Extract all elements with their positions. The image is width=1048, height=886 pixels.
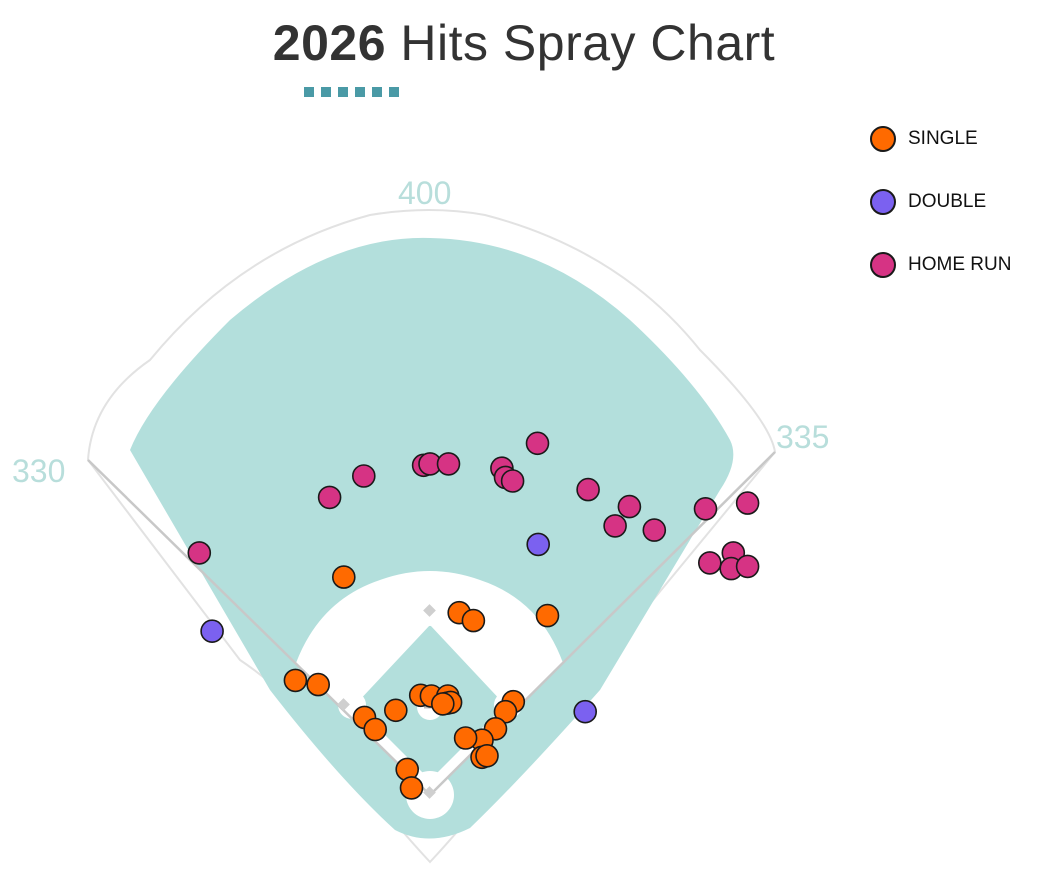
title-underline	[304, 84, 416, 97]
legend-item-home_run: HOME RUN	[870, 248, 1011, 282]
hit-point-home-run	[603, 514, 627, 538]
hit-point-home-run	[697, 551, 722, 575]
legend-marker-single	[870, 126, 896, 152]
hit-point-home-run	[187, 541, 212, 565]
hit-point-single	[453, 726, 478, 750]
hit-point-home-run	[525, 431, 550, 456]
hit-point-home-run	[500, 469, 525, 493]
hit-point-home-run	[642, 518, 667, 542]
outfield-grass	[130, 237, 734, 839]
underline-dash	[338, 87, 348, 97]
chart-title: 2026 Hits Spray Chart	[0, 14, 1048, 72]
hit-point-double	[526, 532, 551, 557]
hit-point-home-run	[735, 491, 760, 515]
legend-label-double: DOUBLE	[908, 191, 987, 212]
hit-point-single	[383, 698, 408, 723]
distance-left-field: 330	[12, 453, 65, 489]
underline-dash	[372, 87, 382, 97]
hit-point-double	[200, 619, 224, 644]
underline-dash	[389, 87, 399, 97]
hit-point-home-run	[317, 485, 342, 510]
legend: SINGLE DOUBLE HOME RUN	[870, 122, 1011, 311]
underline-dash	[355, 87, 365, 97]
hit-point-home-run	[576, 477, 600, 502]
hit-point-single	[461, 608, 486, 633]
legend-marker-home_run	[870, 252, 896, 278]
hit-point-single	[363, 717, 388, 742]
legend-item-single: SINGLE	[870, 122, 1011, 156]
legend-item-double: DOUBLE	[870, 185, 1011, 219]
legend-label-home_run: HOME RUN	[908, 254, 1012, 275]
underline-dash	[304, 87, 314, 97]
distance-center-field: 400	[398, 175, 451, 211]
hit-point-single	[331, 565, 356, 589]
hit-point-single	[535, 603, 560, 628]
hit-point-home-run	[351, 464, 376, 488]
hit-point-single	[283, 668, 308, 693]
hit-point-home-run	[617, 494, 642, 519]
title-year: 2026	[272, 15, 387, 71]
hit-point-single	[306, 672, 331, 697]
hit-points	[187, 431, 760, 800]
hit-point-single	[475, 743, 499, 768]
hit-point-home-run	[735, 554, 760, 579]
title-text: Hits Spray Chart	[386, 15, 776, 71]
distance-right-field: 335	[776, 419, 829, 455]
underline-dash	[321, 87, 331, 97]
hit-point-double	[573, 699, 598, 724]
hit-point-home-run	[693, 496, 718, 521]
hit-point-home-run	[436, 452, 461, 476]
hit-point-single	[430, 692, 455, 716]
hit-point-single	[399, 776, 424, 800]
legend-label-single: SINGLE	[908, 128, 978, 149]
legend-marker-double	[870, 189, 896, 215]
